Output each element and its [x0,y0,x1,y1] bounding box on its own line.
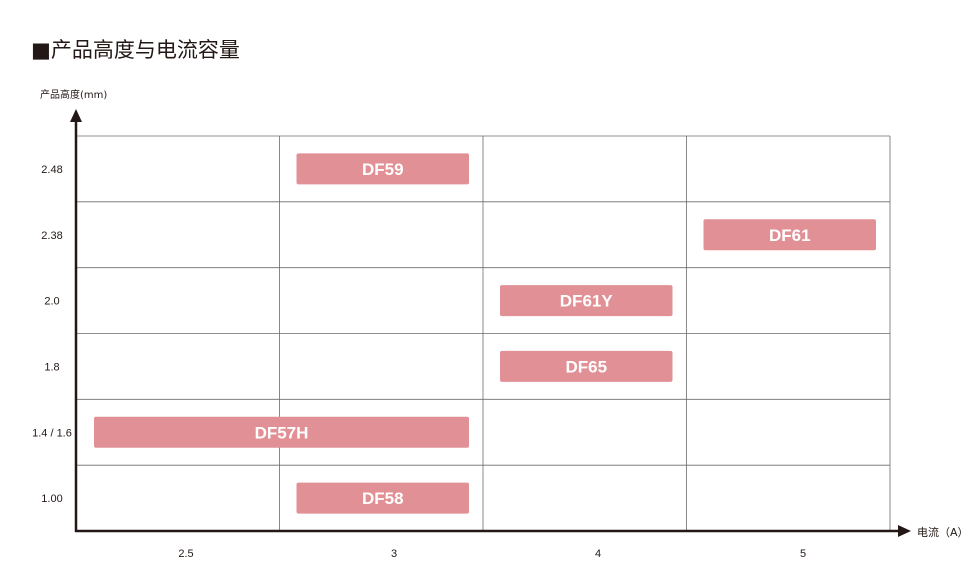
y-tick-label: 2.48 [41,164,62,176]
x-axis-arrow-icon [898,525,911,537]
bar-df58 [296,482,469,514]
y-tick-label: 1.4 / 1.6 [32,427,72,439]
x-tick-label: 5 [800,548,806,560]
x-axis-label: 电流（A） [917,526,969,539]
bar-label: DF59 [362,160,404,179]
bar-label: DF61Y [560,292,614,311]
x-tick-label: 4 [595,548,601,560]
bar-label: DF57H [255,423,309,442]
x-tick-label: 3 [391,548,397,560]
bar-df65 [500,350,673,382]
y-tick-label: 2.38 [41,230,62,242]
bar-df57h [94,416,469,448]
y-tick-label: 1.8 [44,361,59,373]
x-tick-label: 2.5 [178,548,193,560]
bar-df61y [500,285,673,317]
y-axis-label: 产品高度(mm) [40,90,108,101]
chart-title: ■产品高度与电流容量 [31,38,240,62]
bar-label: DF61 [769,226,811,245]
bar-label: DF65 [565,357,607,376]
bar-df59 [296,153,469,185]
y-tick-label: 2.0 [44,296,59,308]
bar-label: DF58 [362,489,404,508]
bar-df61 [703,219,876,251]
y-tick-label: 1.00 [41,493,62,505]
y-axis-arrow-icon [70,109,82,122]
